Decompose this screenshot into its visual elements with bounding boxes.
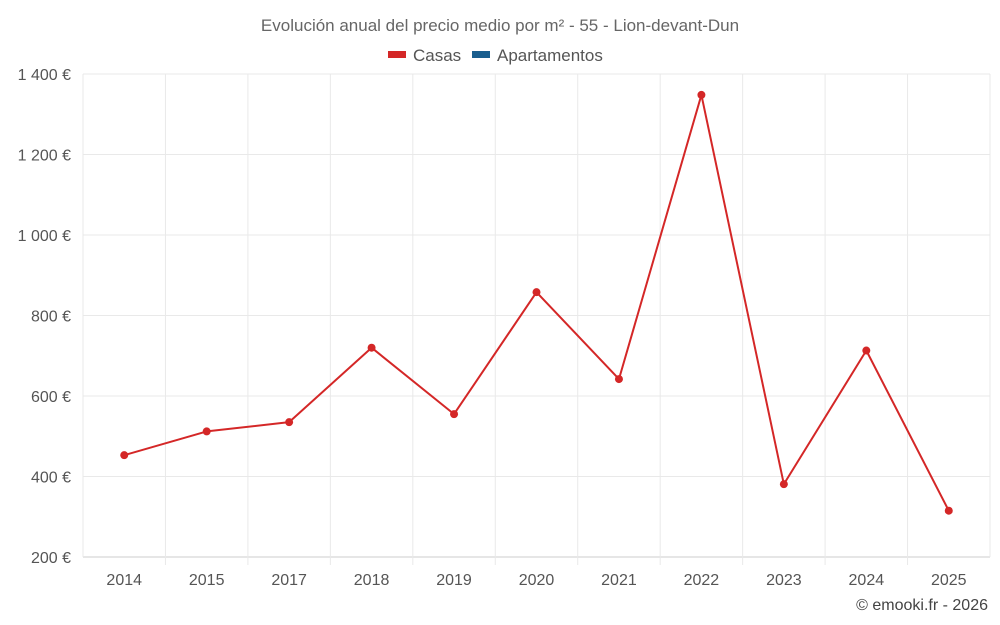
x-tick-label: 2017: [271, 572, 307, 589]
y-tick-label: 400 €: [31, 470, 71, 487]
legend-label-apartamentos: Apartamentos: [497, 46, 603, 65]
x-tick-label: 2020: [519, 572, 555, 589]
y-tick-label: 800 €: [31, 309, 71, 326]
y-gridlines: [83, 73, 990, 558]
x-tick-label: 2021: [601, 572, 637, 589]
data-point-casas-2014[interactable]: [120, 451, 129, 460]
x-tick-label: 2018: [354, 572, 390, 589]
legend-item-apartamentos[interactable]: Apartamentos: [472, 46, 603, 65]
legend-item-casas[interactable]: Casas: [388, 46, 461, 65]
credit-text: © emooki.fr - 2026: [856, 597, 988, 614]
x-tick-label: 2023: [766, 572, 802, 589]
data-point-casas-2021[interactable]: [614, 375, 623, 384]
legend-swatch-apartamentos: [472, 51, 490, 58]
data-point-casas-2017[interactable]: [285, 418, 294, 427]
y-axis-ticks: 200 € 400 € 600 € 800 € 1 000 € 1 200 € 1 400 …: [18, 67, 71, 567]
legend: Casas Apartamentos: [388, 46, 603, 65]
x-tick-label: 2014: [106, 572, 142, 589]
y-tick-label: 600 €: [31, 389, 71, 406]
data-point-casas-2025[interactable]: [944, 506, 953, 515]
data-point-casas-2015[interactable]: [202, 427, 211, 436]
data-point-casas-2023[interactable]: [779, 480, 788, 489]
x-tick-label: 2025: [931, 572, 967, 589]
legend-swatch-casas: [388, 51, 406, 58]
chart-title: Evolución anual del precio medio por m² …: [261, 16, 739, 35]
data-point-casas-2020[interactable]: [532, 288, 541, 297]
x-gridlines: [82, 74, 991, 565]
x-tick-label: 2022: [684, 572, 720, 589]
data-point-casas-2022[interactable]: [697, 90, 706, 99]
y-tick-label: 1 200 €: [18, 148, 71, 165]
data-point-casas-2024[interactable]: [862, 346, 871, 355]
legend-label-casas: Casas: [413, 46, 461, 65]
x-tick-label: 2019: [436, 572, 472, 589]
y-tick-label: 200 €: [31, 550, 71, 567]
data-point-casas-2019[interactable]: [450, 410, 459, 419]
y-tick-label: 1 000 €: [18, 228, 71, 245]
x-tick-label: 2024: [849, 572, 885, 589]
y-tick-label: 1 400 €: [18, 67, 71, 84]
data-point-casas-2018[interactable]: [367, 343, 376, 352]
x-tick-label: 2015: [189, 572, 225, 589]
x-axis-ticks: 2014 2015 2017 2018 2019 2020 2021 2022 2023 2024…: [106, 572, 966, 589]
series-casas: [120, 90, 953, 515]
